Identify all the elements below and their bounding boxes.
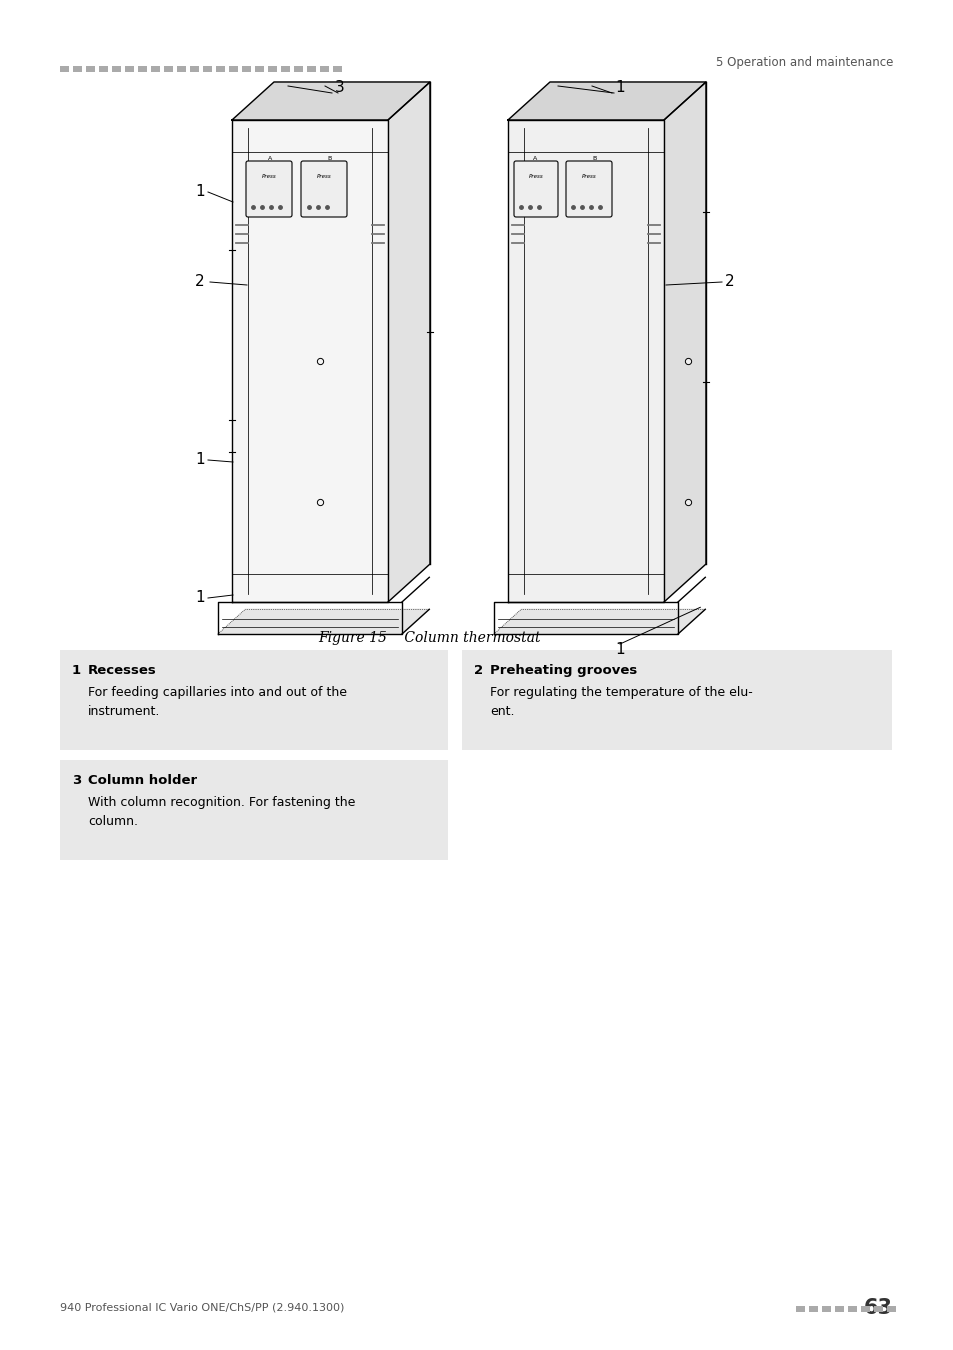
Text: A: A [533,155,537,161]
Text: 63: 63 [863,1297,892,1318]
Text: 1: 1 [71,664,81,676]
Bar [125,66,133,72]
Bar [151,66,160,72]
Text: Press: Press [316,174,331,180]
Bar [861,1305,869,1312]
Text: 5 Operation and maintenance: 5 Operation and maintenance [715,55,892,69]
Bar [307,66,315,72]
Polygon shape [507,120,663,602]
Bar [229,66,237,72]
Text: Press: Press [581,174,596,180]
Bar [821,1305,830,1312]
Text: For feeding capillaries into and out of the
instrument.: For feeding capillaries into and out of … [88,686,347,718]
Text: Press: Press [261,174,276,180]
Text: 1: 1 [195,185,205,200]
Text: Recesses: Recesses [88,664,156,676]
FancyBboxPatch shape [565,161,612,217]
Text: 1: 1 [615,643,624,657]
Bar [99,66,108,72]
Bar [86,66,95,72]
Bar [281,66,290,72]
Polygon shape [232,82,430,120]
Bar [268,66,276,72]
Text: 940 Professional IC Vario ONE/ChS/PP (2.940.1300): 940 Professional IC Vario ONE/ChS/PP (2.… [60,1303,344,1314]
Bar [333,66,341,72]
Bar [215,66,225,72]
Text: For regulating the temperature of the elu-
ent.: For regulating the temperature of the el… [490,686,752,718]
Bar [461,649,891,751]
FancyBboxPatch shape [246,161,292,217]
Text: 1: 1 [195,452,205,467]
FancyBboxPatch shape [301,161,347,217]
Text: With column recognition. For fastening the
column.: With column recognition. For fastening t… [88,796,355,828]
FancyBboxPatch shape [514,161,558,217]
Text: 2: 2 [474,664,482,676]
Text: 2: 2 [195,274,205,289]
Bar [190,66,199,72]
Bar [886,1305,895,1312]
Bar [60,649,448,751]
Bar [873,1305,882,1312]
Bar [60,760,448,860]
Bar [294,66,303,72]
Polygon shape [663,82,705,602]
Bar [203,66,212,72]
Bar [847,1305,856,1312]
Bar [834,1305,843,1312]
Bar [319,66,329,72]
Polygon shape [218,609,429,634]
Bar [112,66,121,72]
Text: Press: Press [528,174,543,180]
Polygon shape [494,609,704,634]
Text: B: B [328,155,332,161]
Polygon shape [232,120,388,602]
Bar [138,66,147,72]
Polygon shape [507,82,705,120]
Bar [242,66,251,72]
Text: 1: 1 [195,590,205,606]
Text: 3: 3 [335,81,345,96]
Polygon shape [388,82,430,602]
Text: 3: 3 [71,774,81,787]
Bar [254,66,264,72]
Text: Column holder: Column holder [88,774,197,787]
Bar [795,1305,804,1312]
Text: 1: 1 [615,81,624,96]
Bar [808,1305,817,1312]
Text: A: A [268,155,272,161]
Text: Figure 15    Column thermostat: Figure 15 Column thermostat [318,630,540,645]
Text: B: B [592,155,597,161]
Bar [164,66,172,72]
Text: Preheating grooves: Preheating grooves [490,664,637,676]
Bar [73,66,82,72]
Bar [177,66,186,72]
Bar [60,66,69,72]
Text: 2: 2 [724,274,734,289]
